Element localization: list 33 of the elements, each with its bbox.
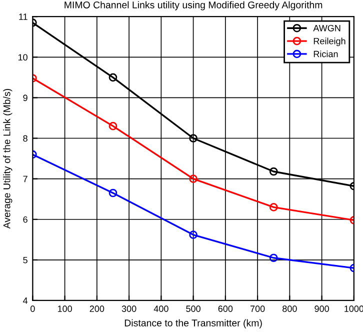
- point: [108, 73, 118, 82]
- point: [269, 167, 278, 176]
- legend-label: Reileigh: [314, 38, 346, 46]
- y-tick-label: 11: [19, 14, 28, 20]
- chart-title: MIMO Channel Links utility using Modified Greedy Algorithm: [64, 1, 322, 10]
- x-tick-label: 200: [90, 306, 104, 312]
- x-axis-title: Distance to the Transmitter (km): [124, 319, 262, 328]
- legend-label: AWGN: [313, 24, 340, 32]
- y-tick-label: 7: [23, 176, 28, 182]
- x-tick-label: 400: [154, 306, 168, 312]
- point: [189, 134, 198, 142]
- x-tick-label: 900: [314, 306, 329, 312]
- point: [108, 188, 118, 198]
- x-tick-label: 500: [186, 306, 200, 312]
- x-tick-label: 600: [218, 306, 233, 312]
- x-tick-label: 300: [122, 306, 136, 312]
- x-tick-label: 0: [30, 306, 35, 312]
- point: [189, 230, 198, 239]
- y-tick-label: 9: [23, 94, 28, 102]
- point: [269, 203, 278, 212]
- x-tick-label: 100: [58, 306, 72, 312]
- y-tick-label: 5: [23, 256, 28, 264]
- x-tick-label: 700: [250, 306, 265, 312]
- y-tick-label: 6: [23, 216, 28, 223]
- x-tick-label: 800: [282, 306, 297, 312]
- y-tick-label: 10: [18, 54, 28, 61]
- legend-label: Rician: [314, 50, 338, 58]
- y-tick-label: 4: [22, 298, 28, 304]
- point: [269, 254, 278, 262]
- y-tick-label: 8: [23, 135, 28, 142]
- y-axis-title: Average Utility of the Link (Mb/s): [3, 88, 12, 229]
- point: [189, 174, 198, 183]
- point: [108, 122, 118, 130]
